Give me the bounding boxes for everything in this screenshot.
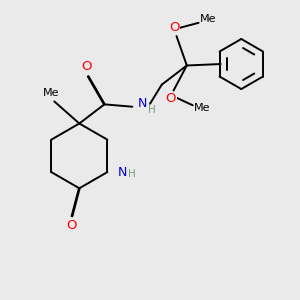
Text: Me: Me <box>43 88 59 98</box>
Text: O: O <box>165 92 176 105</box>
Text: O: O <box>67 219 77 232</box>
Text: Me: Me <box>200 14 217 24</box>
Text: H: H <box>128 169 136 179</box>
Text: methoxy: methoxy <box>207 19 214 20</box>
Text: O: O <box>169 21 179 34</box>
Text: Me: Me <box>194 103 211 113</box>
Text: O: O <box>81 61 92 74</box>
Text: H: H <box>148 105 155 115</box>
Text: N: N <box>138 97 147 110</box>
Text: N: N <box>118 166 128 178</box>
